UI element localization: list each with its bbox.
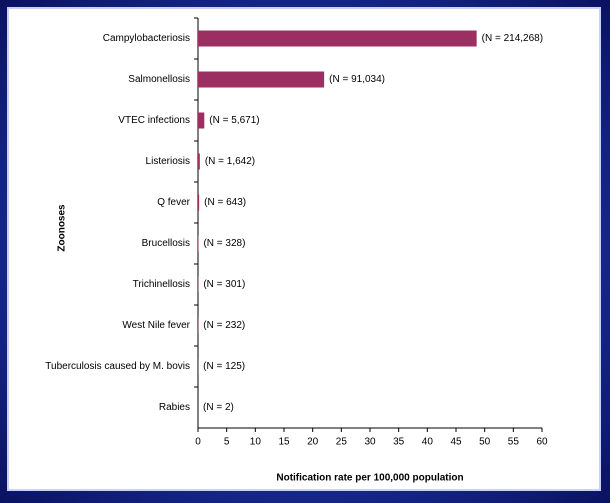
annotation: (N = 91,034) bbox=[329, 74, 385, 85]
x-tick-label: 25 bbox=[336, 437, 348, 448]
x-tick-label: 45 bbox=[450, 437, 462, 448]
annotation: (N = 2) bbox=[203, 402, 234, 413]
annotation: (N = 125) bbox=[203, 361, 245, 372]
x-tick-label: 20 bbox=[307, 437, 319, 448]
y-tick-label: Rabies bbox=[159, 402, 190, 413]
y-tick-label: Tuberculosis caused by M. bovis bbox=[45, 361, 190, 372]
y-tick-label: West Nile fever bbox=[122, 320, 190, 331]
bar bbox=[198, 112, 205, 129]
bar bbox=[198, 153, 200, 170]
annotation: (N = 5,671) bbox=[209, 115, 259, 126]
bar bbox=[198, 194, 200, 211]
annotation: (N = 232) bbox=[203, 320, 245, 331]
y-tick-label: Brucellosis bbox=[142, 238, 190, 249]
y-tick-label: Q fever bbox=[157, 197, 190, 208]
x-tick-label: 40 bbox=[422, 437, 434, 448]
y-tick-label: VTEC infections bbox=[118, 115, 190, 126]
panel bbox=[7, 7, 601, 491]
bar bbox=[198, 71, 325, 88]
y-tick-label: Trichinellosis bbox=[133, 279, 190, 290]
x-tick-label: 50 bbox=[479, 437, 491, 448]
x-tick-label: 30 bbox=[364, 437, 376, 448]
annotation: (N = 643) bbox=[204, 197, 246, 208]
x-tick-label: 60 bbox=[536, 437, 548, 448]
x-tick-label: 10 bbox=[250, 437, 262, 448]
annotation: (N = 214,268) bbox=[482, 33, 543, 44]
annotation: (N = 301) bbox=[203, 279, 245, 290]
y-tick-label: Campylobacteriosis bbox=[103, 33, 190, 44]
y-axis-title: Zoonoses bbox=[57, 204, 68, 252]
annotation: (N = 328) bbox=[203, 238, 245, 249]
y-tick-label: Listeriosis bbox=[146, 156, 190, 167]
bar bbox=[198, 30, 477, 47]
x-axis-title: Notification rate per 100,000 population bbox=[276, 473, 463, 484]
annotation: (N = 1,642) bbox=[205, 156, 255, 167]
x-tick-label: 35 bbox=[393, 437, 405, 448]
x-tick-label: 55 bbox=[508, 437, 520, 448]
x-tick-label: 5 bbox=[224, 437, 230, 448]
x-tick-label: 15 bbox=[278, 437, 290, 448]
y-tick-label: Salmonellosis bbox=[128, 74, 190, 85]
x-tick-label: 0 bbox=[195, 437, 201, 448]
